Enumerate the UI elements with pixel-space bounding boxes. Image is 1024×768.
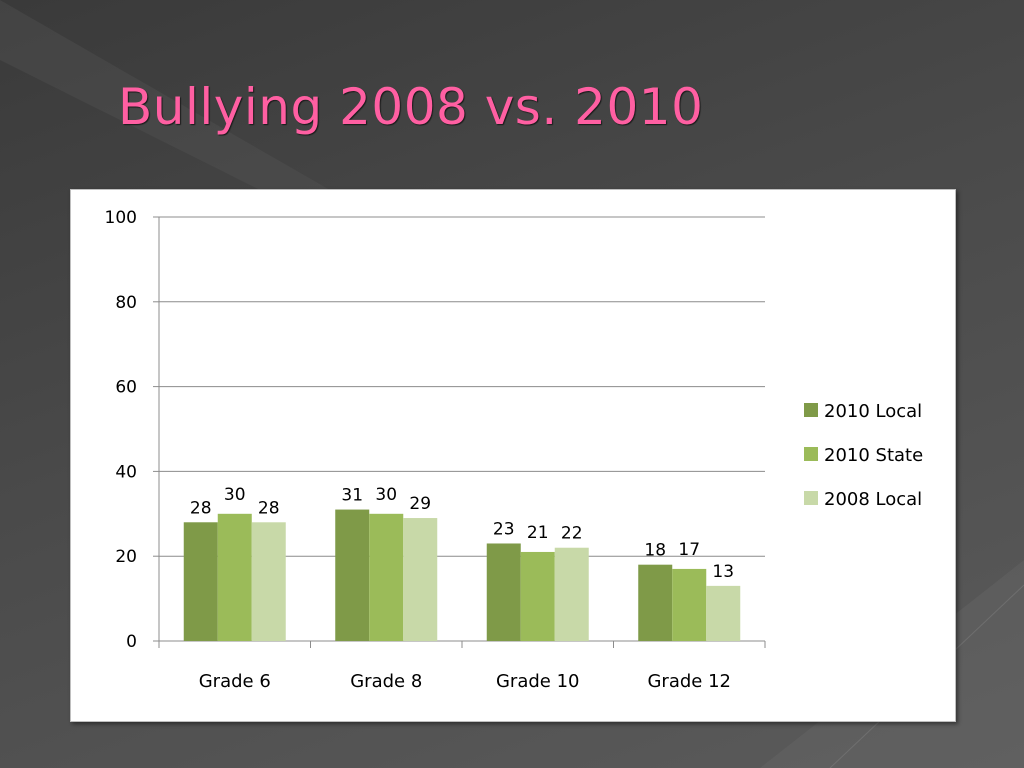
legend-label: 2010 State [824, 445, 923, 466]
data-label: 22 [561, 524, 583, 544]
data-label: 17 [678, 540, 700, 560]
data-label: 30 [375, 485, 397, 505]
category-label: Grade 6 [199, 671, 271, 692]
y-tick-label: 80 [115, 293, 137, 313]
legend-label: 2010 Local [824, 401, 922, 422]
bar [403, 518, 438, 641]
data-label: 21 [527, 523, 549, 543]
bar [672, 568, 707, 641]
bar [520, 551, 555, 641]
category-label: Grade 10 [496, 671, 580, 692]
bar [638, 564, 673, 641]
slide-title: Bullying 2008 vs. 2010 [118, 78, 704, 136]
chart-panel: 0 20 40 60 80 100 28 30 28 Grade 6 31 30 29 Grade 8 23… [70, 189, 956, 722]
legend-swatch [804, 447, 818, 461]
data-label: 23 [493, 519, 515, 539]
bar [251, 522, 286, 641]
data-label: 28 [258, 498, 280, 518]
data-label: 28 [190, 498, 212, 518]
bar [486, 543, 521, 641]
data-label: 18 [644, 541, 666, 561]
legend-swatch [804, 403, 818, 417]
category-label: Grade 12 [647, 671, 731, 692]
data-label: 29 [409, 494, 431, 514]
bar [369, 513, 404, 641]
y-tick-label: 40 [115, 462, 137, 482]
bar-chart: 0 20 40 60 80 100 28 30 28 Grade 6 31 30 29 Grade 8 23… [105, 208, 924, 692]
bar [706, 585, 741, 641]
y-tick-label: 60 [115, 378, 137, 398]
legend-label: 2008 Local [824, 489, 922, 510]
bar [217, 513, 252, 641]
legend-swatch [804, 491, 818, 505]
bar [335, 509, 370, 641]
category-label: Grade 8 [350, 671, 422, 692]
y-tick-label: 100 [105, 208, 137, 228]
data-label: 31 [341, 486, 363, 506]
y-tick-label: 20 [115, 547, 137, 567]
data-label: 30 [224, 485, 246, 505]
bar [183, 522, 218, 641]
bar [554, 547, 589, 641]
data-label: 13 [712, 562, 734, 582]
y-tick-label: 0 [126, 632, 137, 652]
